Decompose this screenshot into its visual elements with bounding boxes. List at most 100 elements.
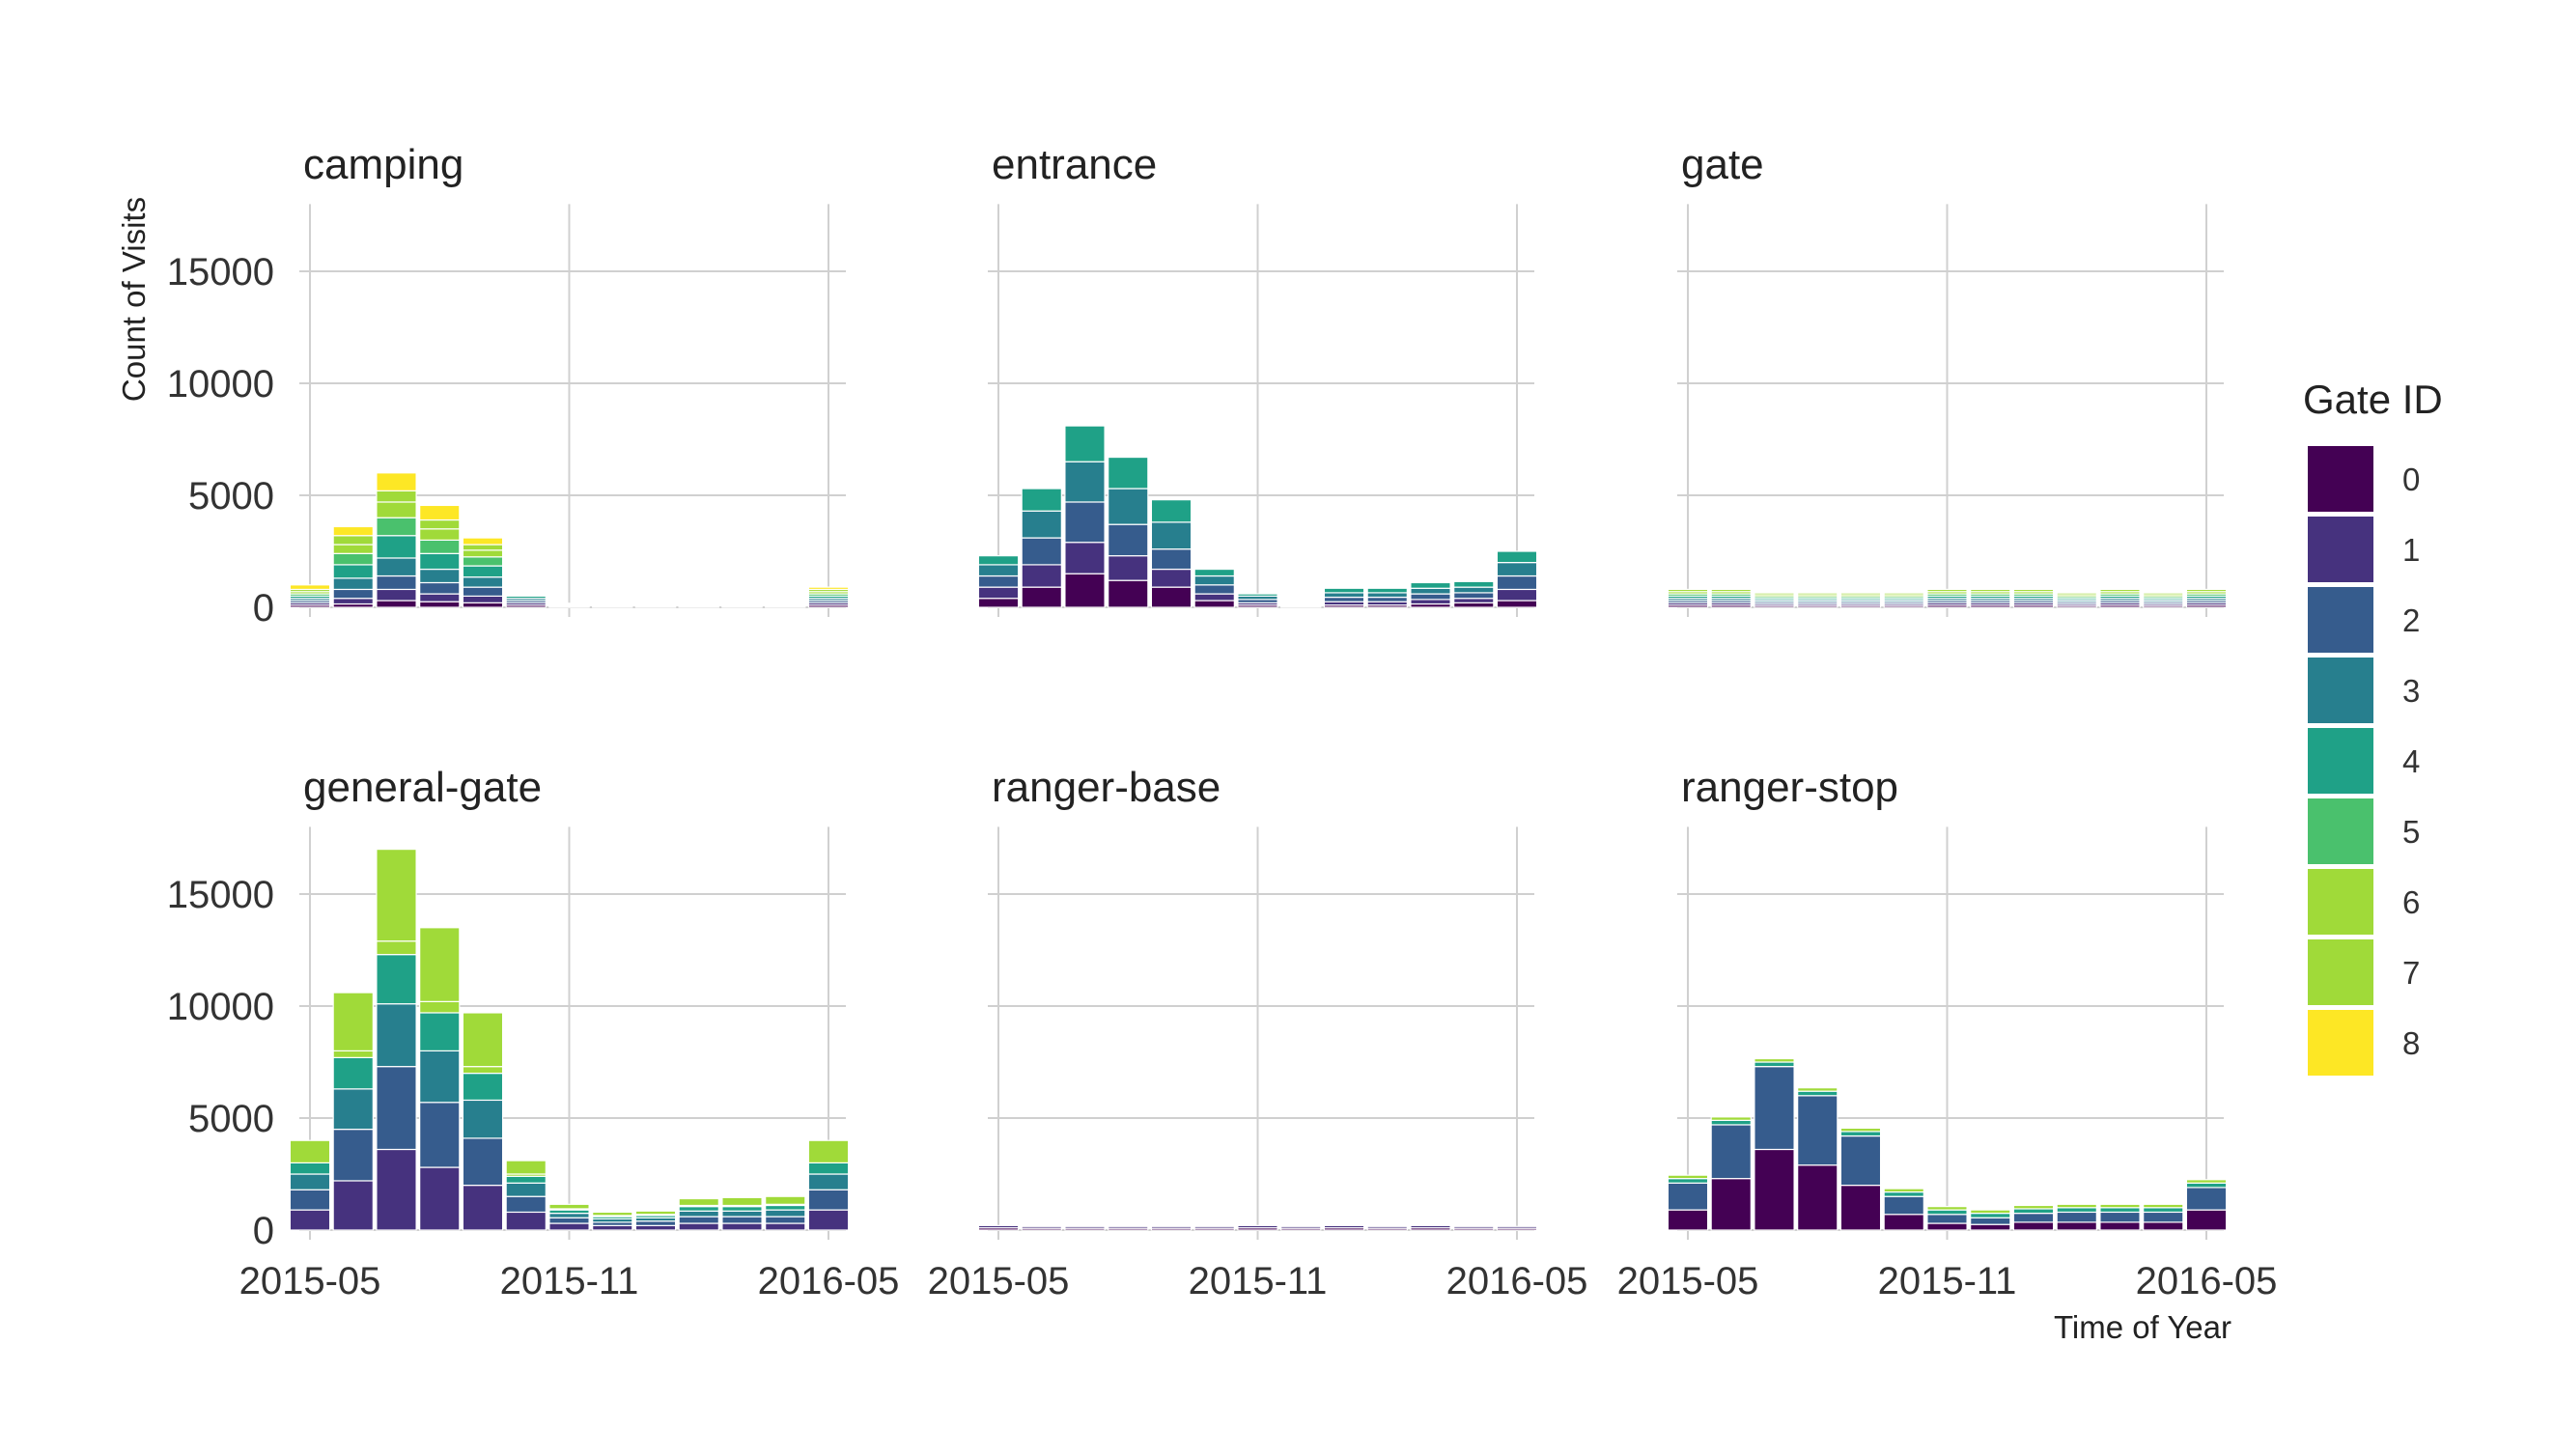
bar-segment xyxy=(505,1182,547,1197)
bar-segment xyxy=(1710,1178,1752,1231)
bar-segment xyxy=(419,601,461,608)
bar-segment xyxy=(1108,1225,1149,1229)
bar-segment xyxy=(1021,1225,1062,1229)
bar-segment xyxy=(721,1206,763,1212)
bar-segment xyxy=(1883,1195,1924,1216)
facet-ranger-base: ranger-base 2015-05 2015-11 2016-05 xyxy=(928,764,1588,1302)
legend-label: 4 xyxy=(2402,743,2420,779)
bar-segment xyxy=(462,1099,504,1139)
bar-segment xyxy=(977,586,1020,600)
bar-segment xyxy=(332,564,374,579)
bar-segment xyxy=(462,602,504,608)
bar-segment xyxy=(1883,1190,1924,1197)
bar-segment xyxy=(2099,1221,2141,1231)
bar-segment xyxy=(1797,1087,1838,1092)
bar-segment xyxy=(1926,588,1968,593)
bar-segment xyxy=(2099,1211,2141,1223)
bar-segment xyxy=(1970,1212,2011,1218)
bar-segment xyxy=(1754,1057,1795,1063)
bar-segment xyxy=(1453,1225,1495,1229)
bar-segment xyxy=(1754,592,1795,596)
bar-segment xyxy=(2143,1207,2184,1214)
bar-segment xyxy=(1453,598,1495,603)
bar-segment xyxy=(462,1184,504,1231)
bar-segment xyxy=(1883,1214,1924,1231)
bar-segment xyxy=(1710,1119,1752,1126)
bar-segment xyxy=(419,528,461,541)
x-tick-label: 2015-11 xyxy=(500,1260,639,1302)
bar-segment xyxy=(376,501,417,518)
bar-segment xyxy=(505,1175,547,1184)
bar-segment xyxy=(1667,1178,1709,1184)
bar-segment xyxy=(2143,592,2184,596)
bar-segment xyxy=(419,518,461,530)
bar-segment xyxy=(419,568,461,584)
legend-key xyxy=(2308,728,2373,794)
x-tick-label: 2016-05 xyxy=(758,1260,900,1302)
bar-segment xyxy=(1064,501,1106,544)
bar-segment xyxy=(332,1128,374,1182)
bar-segment xyxy=(1883,1188,1924,1193)
bar-segment xyxy=(977,564,1020,577)
bar-segment xyxy=(2012,1212,2055,1223)
bar-segment xyxy=(419,1000,461,1014)
bar-segment xyxy=(1496,588,1538,602)
bar-segment xyxy=(462,544,504,551)
legend: Gate ID 0 1 2 3 4 5 6 7 8 xyxy=(2303,377,2443,1076)
x-tick-label: 2015-05 xyxy=(1617,1260,1759,1302)
bar-segment xyxy=(462,1012,504,1068)
bar-segment xyxy=(1021,510,1062,539)
bar-segment xyxy=(2056,1211,2097,1223)
bar-segment xyxy=(1496,561,1538,577)
bar-segment xyxy=(1667,1182,1709,1211)
bar-segment xyxy=(332,544,374,554)
facets-layer: camping 0 5000 10000 15000 entrance gate genera… xyxy=(167,141,2278,1302)
bar-segment xyxy=(376,535,417,559)
bar-segment xyxy=(592,1211,633,1217)
legend-label: 3 xyxy=(2402,673,2420,709)
bar-segment xyxy=(462,576,504,588)
bar-segment xyxy=(1710,1124,1752,1180)
bar-segment xyxy=(1754,1066,1795,1151)
y-tick-label: 0 xyxy=(253,587,274,630)
facet-entrance: entrance xyxy=(977,141,1538,617)
bar-segment xyxy=(419,1166,461,1231)
bar-segment xyxy=(1193,600,1235,608)
bar-segment xyxy=(1410,1224,1451,1229)
bar-segment xyxy=(1064,573,1106,608)
bar-segment xyxy=(1323,587,1365,594)
bar-segment xyxy=(1710,1116,1752,1121)
bar-segment xyxy=(1453,580,1495,588)
bar-segment xyxy=(1237,1224,1278,1229)
bar-segment xyxy=(332,525,374,537)
facet-camping: camping 0 5000 10000 15000 xyxy=(167,141,850,630)
bar-segment xyxy=(332,552,374,566)
facet-ranger-stop: ranger-stop 2015-05 2015-11 2016-05 xyxy=(1617,764,2278,1302)
bar-segment xyxy=(977,1224,1020,1229)
bar-segment xyxy=(1323,596,1365,602)
bar-segment xyxy=(505,1195,547,1214)
bar-segment xyxy=(1193,574,1235,586)
bar-segment xyxy=(1797,592,1838,596)
legend-label: 7 xyxy=(2402,955,2420,991)
bar-segment xyxy=(634,1210,677,1216)
bar-segment xyxy=(419,539,461,554)
bar-segment xyxy=(289,584,331,591)
bar-segment xyxy=(419,593,461,602)
bar-segment xyxy=(1496,550,1538,564)
y-tick-label: 10000 xyxy=(167,363,274,406)
bar-segment xyxy=(289,1173,331,1190)
bar-segment xyxy=(2012,1221,2055,1231)
bar-segment xyxy=(807,1162,850,1175)
legend-key xyxy=(2308,1010,2373,1076)
bar-segment xyxy=(765,1204,806,1211)
bar-segment xyxy=(2099,1203,2141,1209)
bar-segment xyxy=(977,574,1020,588)
bar-segment xyxy=(1926,1209,1968,1216)
bar-segment xyxy=(1064,542,1106,574)
bar-segment xyxy=(1021,537,1062,566)
bar-segment xyxy=(332,535,374,546)
bar-segment xyxy=(1064,1225,1106,1229)
bar-segment xyxy=(2056,1221,2097,1231)
